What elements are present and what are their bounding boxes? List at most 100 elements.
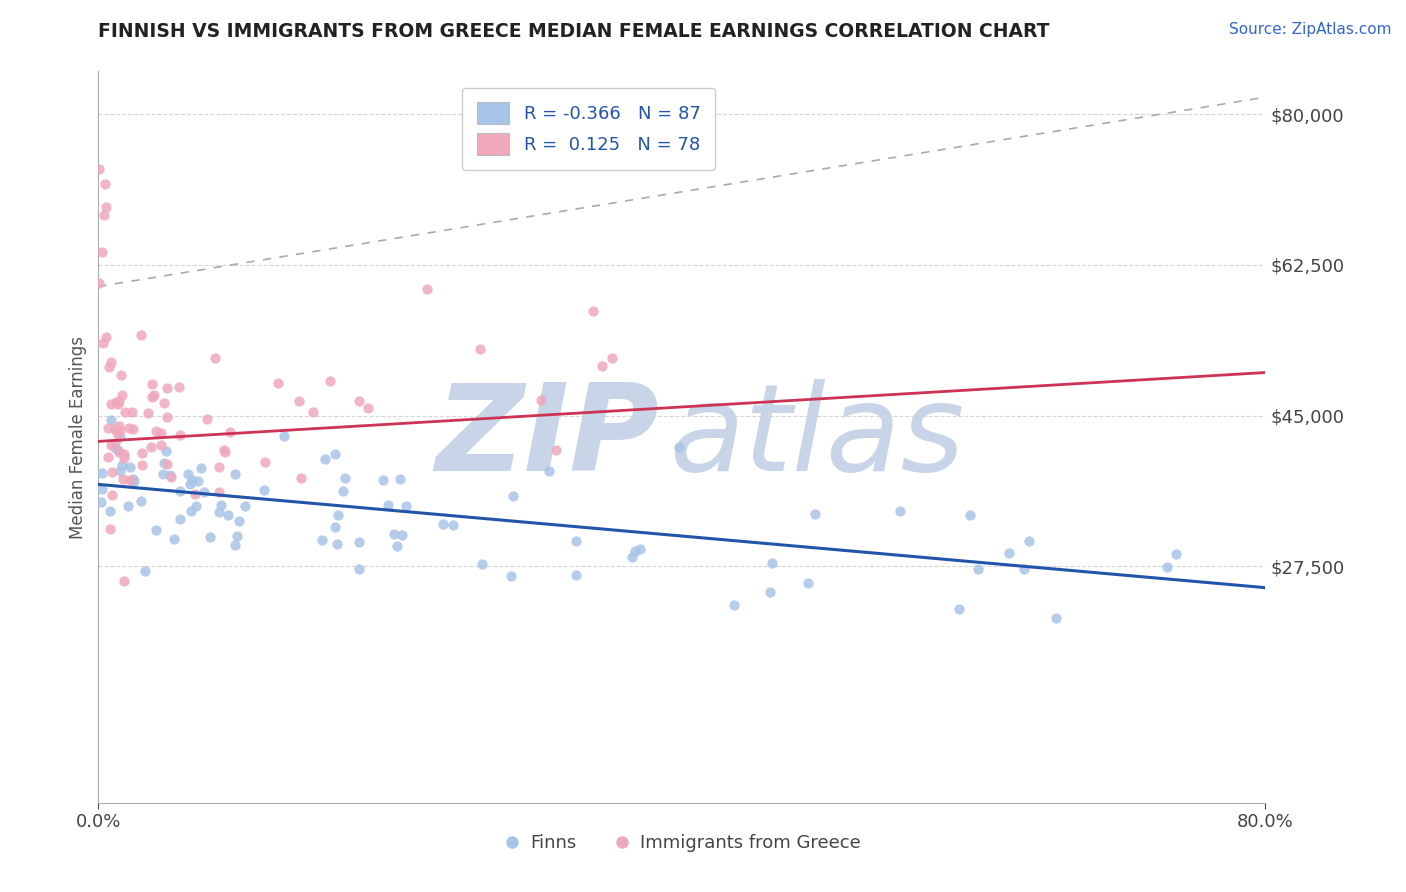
Point [204,351,226,365]
Point [224,538,246,552]
Point [1012,561,1035,575]
Point [388,472,411,486]
Point [163,532,186,546]
Point [91,336,114,351]
Point [111,472,134,486]
Point [169,483,191,498]
Point [97,421,120,435]
Point [226,529,249,543]
Point [1156,560,1178,574]
Point [804,507,827,521]
Point [208,460,231,475]
Point [530,393,553,408]
Point [564,534,586,549]
Point [121,422,143,436]
Point [142,388,165,402]
Point [107,443,129,458]
Point [118,421,141,435]
Point [184,499,207,513]
Point [110,430,132,444]
Point [112,447,135,461]
Point [122,474,145,488]
Point [159,467,181,482]
Point [371,473,394,487]
Point [432,516,454,531]
Point [600,351,623,365]
Point [357,401,380,415]
Point [93,208,115,222]
Point [121,472,143,486]
Point [224,467,246,481]
Point [967,561,990,575]
Point [90,466,112,480]
Point [98,522,121,536]
Point [107,419,129,434]
Point [391,527,413,541]
Point [156,381,179,395]
Point [153,396,176,410]
Point [761,556,783,570]
Point [377,498,399,512]
Point [141,441,163,455]
Point [195,412,218,426]
Point [100,354,122,368]
Point [156,458,179,472]
Point [502,489,524,503]
Point [468,342,491,356]
Point [212,442,235,457]
Point [97,360,120,375]
Text: atlas: atlas [671,378,966,496]
Point [499,569,522,583]
Point [582,304,605,318]
Point [110,464,132,478]
Point [193,485,215,500]
Point [108,393,131,408]
Point [311,533,333,547]
Point [544,442,567,457]
Point [90,245,112,260]
Point [90,495,112,509]
Point [112,574,135,589]
Point [323,447,346,461]
Point [759,585,782,599]
Point [167,380,190,394]
Point [87,276,110,290]
Point [382,526,405,541]
Point [111,458,134,472]
Point [101,465,124,479]
Point [94,177,117,191]
Point [114,405,136,419]
Point [998,545,1021,559]
Point [129,328,152,343]
Point [796,575,818,590]
Point [89,161,111,176]
Point [219,425,242,439]
Point [169,512,191,526]
Point [187,474,209,488]
Point [1018,533,1040,548]
Point [325,537,347,551]
Point [564,567,586,582]
Point [267,376,290,390]
Point [100,396,122,410]
Point [117,499,139,513]
Point [323,519,346,533]
Point [441,518,464,533]
Point [131,458,153,472]
Point [301,405,323,419]
Point [624,544,647,558]
Point [332,484,354,499]
Point [190,461,212,475]
Point [94,200,117,214]
Point [101,488,124,502]
Point [385,539,408,553]
Point [200,530,222,544]
Point [319,374,342,388]
Point [347,394,370,409]
Point [152,467,174,481]
Point [180,504,202,518]
Point [145,524,167,538]
Point [214,445,236,459]
Point [395,499,418,513]
Point [347,534,370,549]
